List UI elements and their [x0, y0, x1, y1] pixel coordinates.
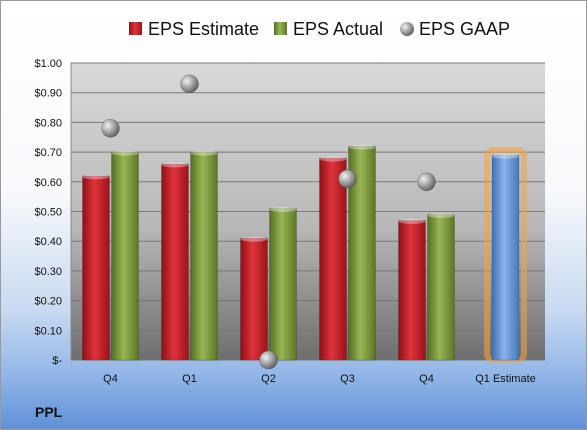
eps-actual-bar-cap [427, 212, 455, 218]
x-tick-label: Q3 [340, 373, 355, 385]
eps-estimate-bar [161, 163, 189, 361]
eps-actual-bar-cap [348, 144, 376, 150]
eps-gaap-marker [101, 119, 120, 138]
bar-marks [82, 144, 527, 363]
eps-actual-legend-label: EPS Actual [293, 19, 383, 39]
y-tick-label: $0.90 [34, 88, 62, 100]
y-tick-label: $- [52, 355, 62, 367]
x-tick-label: Q4 [419, 373, 434, 385]
eps-estimate-bar-cap [161, 162, 189, 168]
ticker-symbol: PPL [35, 404, 63, 420]
eps-estimate-bar [240, 237, 268, 361]
x-tick-label: Q1 [182, 373, 197, 385]
eps-estimate-bar [82, 175, 110, 361]
y-tick-label: $0.60 [34, 177, 62, 189]
eps-estimate-bar [398, 220, 426, 361]
gaap-markers [101, 74, 436, 370]
gridlines [71, 62, 545, 361]
eps-gaap-legend-label: EPS GAAP [419, 19, 510, 39]
x-tick-label: Q1 Estimate [475, 373, 536, 385]
estimate-bar-cap [492, 153, 519, 159]
eps-estimate-bar-cap [319, 156, 347, 162]
eps-estimate-bar [319, 157, 347, 361]
y-axis: $- $0.10 $0.20 $0.30 $0.40 $0.50 $0.60 $0.70 $0.… [34, 58, 72, 367]
eps-actual-bar-cap [190, 150, 218, 156]
eps-estimate-legend-label: EPS Estimate [148, 19, 259, 39]
eps-gaap-legend-swatch [400, 22, 414, 36]
eps-gaap-marker [417, 172, 436, 192]
x-tick-label: Q4 [103, 373, 118, 385]
y-tick-label: $1.00 [34, 58, 62, 70]
eps-gaap-marker [338, 169, 357, 189]
eps-estimate-legend-swatch [129, 22, 142, 35]
eps-actual-bar [269, 208, 297, 361]
eps-actual-legend-swatch [274, 22, 287, 35]
eps-actual-bar-cap [269, 207, 297, 213]
estimate-bar [491, 154, 520, 361]
legend: EPS Estimate EPS Actual EPS GAAP [129, 19, 510, 39]
x-axis: Q4 Q1 Q2 Q3 Q4 Q1 Estimate [103, 373, 536, 385]
x-tick-label: Q2 [261, 373, 276, 385]
y-tick-label: $0.40 [34, 236, 62, 248]
y-tick-label: $0.20 [34, 296, 62, 308]
eps-estimate-bar-cap [398, 218, 426, 224]
eps-estimate-bar-cap [82, 174, 110, 180]
y-tick-label: $0.50 [34, 207, 62, 219]
y-tick-label: $0.10 [34, 325, 62, 337]
eps-gaap-marker [180, 74, 199, 94]
eps-estimate-bar-cap [240, 236, 268, 242]
y-tick-label: $0.70 [34, 147, 62, 159]
eps-gaap-marker [259, 350, 278, 370]
y-tick-label: $0.30 [34, 266, 62, 278]
eps-actual-bar-cap [111, 150, 139, 156]
y-tick-label: $0.80 [34, 117, 62, 129]
eps-actual-bar [190, 151, 218, 361]
eps-actual-bar [427, 214, 455, 361]
eps-actual-bar [111, 151, 139, 361]
